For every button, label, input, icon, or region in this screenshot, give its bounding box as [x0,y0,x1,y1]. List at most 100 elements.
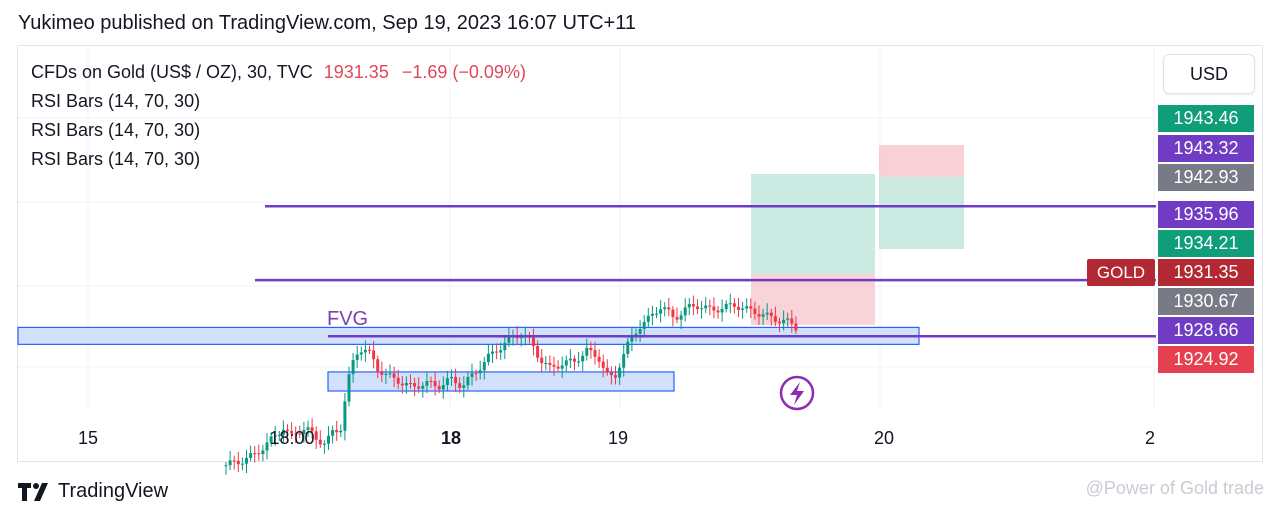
time-tick: 20 [873,428,895,448]
candle-body [466,376,470,386]
short-target-zone [879,177,964,249]
candle-body [687,304,691,308]
candle-body [450,376,453,379]
candle-body [392,373,396,378]
level-lines [255,205,1156,411]
candle-body [671,309,675,318]
price-label: 1934.21 [1158,230,1254,257]
candle-body [277,434,281,436]
candle-body [491,351,494,354]
candle-body [445,378,449,386]
indicator-legend[interactable]: RSI Bars (14, 70, 30) [31,91,201,111]
candle-body [327,435,330,444]
candle-body [667,307,671,310]
candle-body [314,431,318,440]
price-label: 1924.92 [1158,346,1254,373]
price-label: 1943.46 [1158,105,1254,132]
candle-body [269,436,273,443]
candle-body [568,358,572,361]
candle-body [700,308,704,310]
candle-body [302,429,306,434]
candle-body [745,306,749,309]
candle-body [228,460,232,466]
symbol-legend[interactable]: CFDs on Gold (US$ / OZ), 30, TVC 1931.35… [31,62,526,83]
candle-body [486,353,490,363]
chart-frame[interactable] [17,45,1263,462]
long-target-zone [751,174,875,274]
candle-body [294,433,298,435]
symbol-name: CFDs on Gold (US$ / OZ), 30, TVC [31,62,313,82]
candle-body [601,361,605,368]
candle-body [380,371,384,375]
candle-body [732,303,736,307]
candle-body [499,350,503,353]
candle-body [626,341,630,354]
projection-zones [17,145,964,392]
candle-body [318,439,322,445]
candle-body [618,367,622,378]
candle-body [224,465,228,467]
candle-body [261,450,265,455]
candle-body [339,430,343,433]
indicator-legend[interactable]: RSI Bars (14, 70, 30) [31,120,201,140]
candles [224,293,798,475]
time-tick: 15 [77,428,99,448]
candle-body [560,365,564,369]
candle-body [462,385,466,389]
candle-body [413,383,417,387]
candle-body [363,349,367,353]
indicator-legend[interactable]: RSI Bars (14, 70, 30) [31,149,201,169]
candle-body [786,318,790,320]
candle-body [573,358,576,362]
candle-body [646,315,650,322]
candle-body [286,429,289,432]
candle-body [708,305,712,307]
fvg-annotation: FVG [327,308,369,330]
candle-body [236,460,240,465]
currency-button[interactable]: USD [1163,54,1255,94]
candle-body [593,350,597,357]
candle-body [335,430,339,433]
candle-body [290,431,294,434]
candle-body [495,351,499,353]
candle-body [683,307,687,316]
candle-body [232,460,236,462]
gridlines [18,46,1156,410]
candle-body [761,314,765,317]
candle-body [728,303,732,305]
candle-body [548,363,552,365]
candle-body [400,383,404,386]
candle-body [240,463,244,465]
candle-body [773,316,777,322]
candle-body [482,362,486,371]
candle-body [306,427,310,430]
candle-body [585,347,589,356]
candle-body [273,435,277,437]
price-label: 1931.35 [1158,259,1254,286]
candle-body [421,385,425,389]
candle-body [581,355,585,362]
candle-body [741,308,745,310]
price-label: 1935.96 [1158,201,1254,228]
candle-body [704,305,708,309]
fvg-zone [327,371,675,392]
candle-body [376,359,380,372]
candle-body [384,373,388,375]
candle-body [724,303,728,309]
candle-body [749,306,753,309]
tv-logo-icon [18,482,48,501]
candle-body [659,309,663,314]
candle-body [503,342,507,351]
last-price: 1931.35 [323,62,389,82]
candle-body [769,312,773,317]
lightning-bolt [790,382,804,405]
candle-body [441,385,445,390]
candle-body [577,361,581,363]
candle-body [429,380,433,382]
candle-body [634,333,638,336]
candle-body [322,443,326,445]
candle-body [347,374,351,402]
time-tick: 18:00 [269,428,315,448]
candle-body [589,347,593,351]
